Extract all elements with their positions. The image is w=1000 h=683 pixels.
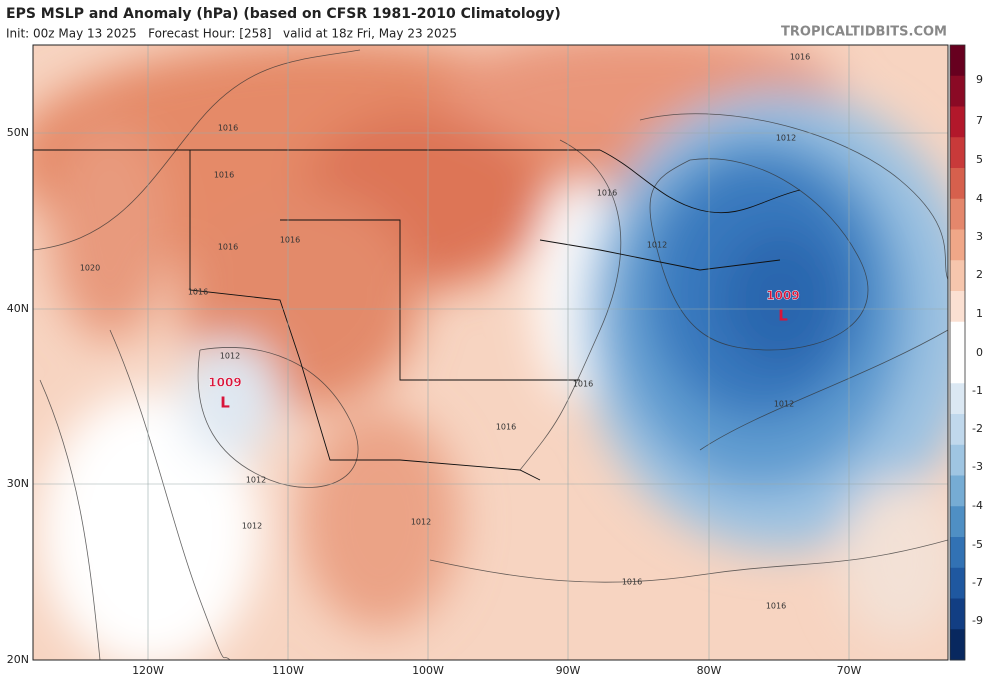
isobar-label: 1016	[622, 578, 642, 587]
colorbar-tick-label: 5	[976, 153, 983, 166]
isobar-label: 1020	[80, 264, 100, 273]
colorbar-segment	[950, 260, 965, 292]
colorbar-segment	[950, 45, 965, 77]
colorbar-tick-label: -5	[972, 538, 983, 551]
colorbar-tick-label: 0	[976, 346, 983, 359]
colorbar-segment	[950, 229, 965, 261]
colorbar-segment	[950, 352, 965, 384]
longitude-label: 90W	[556, 664, 581, 677]
colorbar-segment	[950, 291, 965, 323]
longitude-label: 70W	[837, 664, 862, 677]
latitude-label: 30N	[7, 477, 29, 490]
colorbar-segment	[950, 168, 965, 200]
colorbar-segment	[950, 383, 965, 415]
colorbar-segment	[950, 198, 965, 230]
colorbar-tick-label: 7	[976, 114, 983, 127]
longitude-label: 120W	[132, 664, 164, 677]
colorbar-segment	[950, 414, 965, 446]
colorbar-segment	[950, 106, 965, 138]
low-pressure-symbol: L	[778, 307, 788, 325]
colorbar-tick-label: 1	[976, 307, 983, 320]
isobar-label: 1012	[411, 518, 431, 527]
isobar-label: 1016	[214, 171, 234, 180]
colorbar-segment	[950, 506, 965, 538]
isobar-label: 1016	[597, 189, 617, 198]
isobar-label: 1016	[496, 423, 516, 432]
colorbar-tick-label: -3	[972, 460, 983, 473]
colorbar-segment	[950, 629, 965, 661]
longitude-label: 100W	[412, 664, 444, 677]
map-field	[33, 45, 948, 660]
longitude-label: 110W	[272, 664, 304, 677]
isobar-label: 1016	[790, 53, 810, 62]
isobar-label: 1016	[573, 380, 593, 389]
colorbar-segment	[950, 75, 965, 107]
low-pressure-value: 1009	[208, 376, 241, 390]
site-credit: TROPICALTIDBITS.COM	[781, 25, 947, 40]
isobar-label: 1016	[280, 236, 300, 245]
latitude-label: 20N	[7, 653, 29, 666]
colorbar-segment	[950, 567, 965, 599]
colorbar-tick-label: 4	[976, 192, 983, 205]
title: EPS MSLP and Anomaly (hPa) (based on CFS…	[6, 6, 561, 22]
colorbar-tick-label: -2	[972, 422, 983, 435]
colorbar-frame	[949, 44, 966, 661]
isobar-label: 1012	[647, 241, 667, 250]
colorbar-segment	[950, 321, 965, 353]
colorbar-segment	[950, 598, 965, 630]
isobar-label: 1012	[242, 522, 262, 531]
isobar-label: 1012	[246, 476, 266, 485]
map-frame	[32, 44, 949, 661]
colorbar-tick-label: -9	[972, 614, 983, 627]
colorbar-tick-label: -4	[972, 499, 983, 512]
longitude-label: 80W	[697, 664, 722, 677]
colorbar-segment	[950, 537, 965, 569]
colorbar-tick-label: -7	[972, 576, 983, 589]
colorbar-segment	[950, 475, 965, 507]
isobar-label: 1012	[220, 352, 240, 361]
isobar-label: 1016	[188, 288, 208, 297]
isobar-label: 1012	[776, 134, 796, 143]
colorbar-segment	[950, 444, 965, 476]
latitude-label: 50N	[7, 126, 29, 139]
isobar-label: 1012	[774, 400, 794, 409]
low-pressure-value: 1009	[766, 289, 799, 303]
isobar-label: 1016	[218, 124, 238, 133]
colorbar-tick-label: 9	[976, 73, 983, 86]
colorbar-tick-label: 3	[976, 230, 983, 243]
latitude-label: 40N	[7, 302, 29, 315]
low-pressure-symbol: L	[220, 394, 230, 412]
isobar-label: 1016	[766, 602, 786, 611]
isobar-label: 1016	[218, 243, 238, 252]
colorbar-tick-label: 2	[976, 268, 983, 281]
colorbar-tick-label: -1	[972, 384, 983, 397]
subtitle: Init: 00z May 13 2025 Forecast Hour: [25…	[6, 27, 457, 41]
colorbar-segment	[950, 137, 965, 169]
